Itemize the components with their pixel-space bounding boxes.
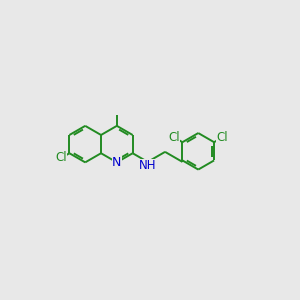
Text: NH: NH xyxy=(139,159,156,172)
Text: Cl: Cl xyxy=(216,131,228,144)
Text: N: N xyxy=(112,156,122,169)
Text: Cl: Cl xyxy=(169,131,180,144)
Text: Cl: Cl xyxy=(56,152,67,164)
